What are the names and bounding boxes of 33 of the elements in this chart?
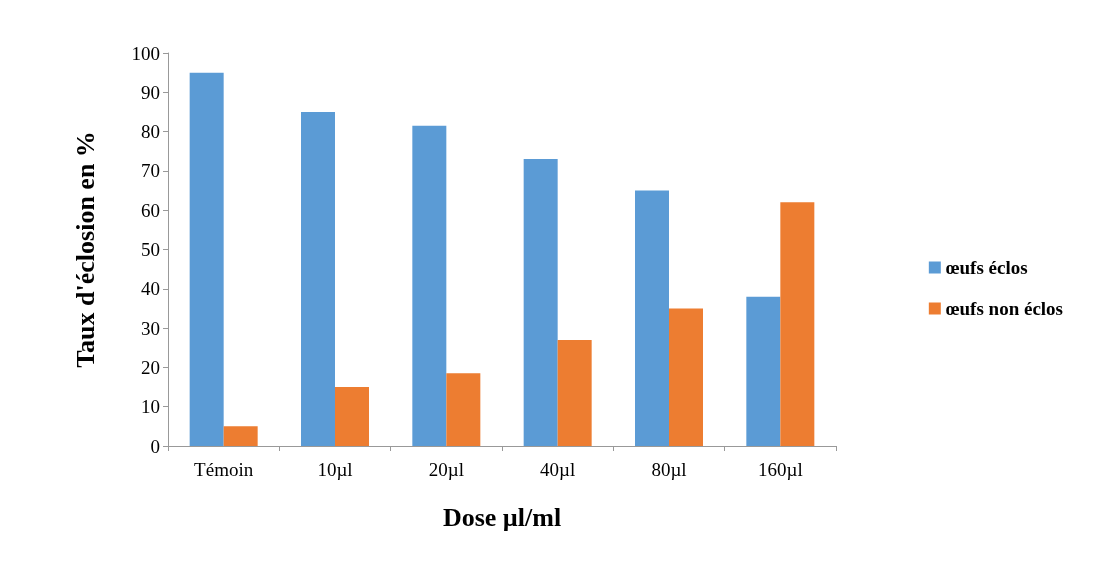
y-tick-label: 20 xyxy=(141,356,160,378)
bar xyxy=(301,111,335,446)
y-tick-label: 80 xyxy=(141,121,160,143)
x-axis-title: Dose µl/ml xyxy=(442,502,562,532)
x-tick-label: 80µl xyxy=(651,459,687,480)
legend-label: œufs non éclos xyxy=(945,298,1064,319)
x-tick-label: Témoin xyxy=(194,459,254,480)
bar xyxy=(335,387,369,446)
y-tick-label: 100 xyxy=(131,42,160,64)
y-tick-label: 40 xyxy=(141,278,160,300)
y-tick-label: 70 xyxy=(141,160,160,182)
x-tick-label: 20µl xyxy=(428,459,464,480)
bar xyxy=(223,426,258,446)
bar xyxy=(412,125,447,446)
bar xyxy=(635,190,669,446)
bar xyxy=(557,339,592,446)
bar xyxy=(189,72,224,446)
y-axis-title: Taux d'éclosion en % xyxy=(70,131,100,368)
bar xyxy=(669,308,703,446)
y-tick-label: 10 xyxy=(141,396,160,418)
bar xyxy=(780,202,815,446)
y-tick-label: 90 xyxy=(141,81,160,103)
y-tick-label: 50 xyxy=(141,239,160,260)
legend-label: œufs éclos xyxy=(945,257,1028,278)
bar xyxy=(746,296,781,446)
y-tick-label: 30 xyxy=(141,317,160,339)
y-tick-label: 60 xyxy=(141,199,160,221)
bar xyxy=(523,159,558,446)
x-tick-label: 160µl xyxy=(757,459,803,480)
x-tick-label: 40µl xyxy=(540,459,576,480)
x-tick-label: 10µl xyxy=(317,459,353,480)
bar xyxy=(446,373,481,446)
y-tick-label: 0 xyxy=(150,435,160,457)
